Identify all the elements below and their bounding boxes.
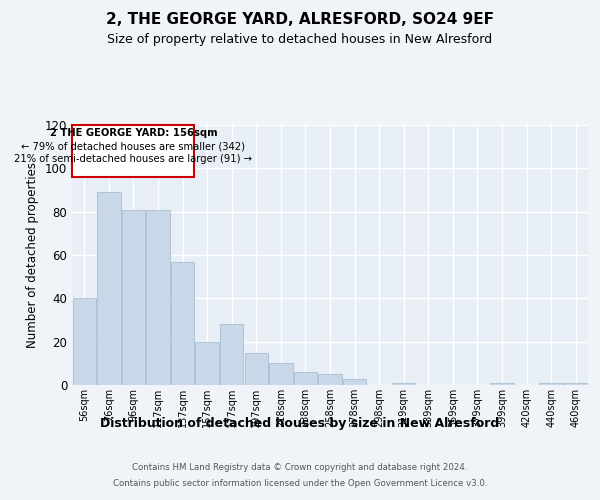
- Bar: [343, 378, 366, 385]
- Bar: [269, 364, 293, 385]
- Text: 2, THE GEORGE YARD, ALRESFORD, SO24 9EF: 2, THE GEORGE YARD, ALRESFORD, SO24 9EF: [106, 12, 494, 28]
- Text: Contains HM Land Registry data © Crown copyright and database right 2024.: Contains HM Land Registry data © Crown c…: [132, 462, 468, 471]
- Bar: [392, 383, 415, 385]
- Text: ← 79% of detached houses are smaller (342): ← 79% of detached houses are smaller (34…: [22, 141, 245, 151]
- Text: 2 THE GEORGE YARD: 156sqm: 2 THE GEORGE YARD: 156sqm: [50, 128, 217, 138]
- Bar: [294, 372, 317, 385]
- Bar: [97, 192, 121, 385]
- Bar: [171, 262, 194, 385]
- Bar: [146, 210, 170, 385]
- Bar: [122, 210, 145, 385]
- Bar: [220, 324, 244, 385]
- Bar: [490, 383, 514, 385]
- Text: Distribution of detached houses by size in New Alresford: Distribution of detached houses by size …: [100, 418, 500, 430]
- Bar: [196, 342, 219, 385]
- Text: 21% of semi-detached houses are larger (91) →: 21% of semi-detached houses are larger (…: [14, 154, 253, 164]
- Bar: [539, 383, 563, 385]
- Y-axis label: Number of detached properties: Number of detached properties: [26, 162, 39, 348]
- Text: Size of property relative to detached houses in New Alresford: Size of property relative to detached ho…: [107, 32, 493, 46]
- Bar: [73, 298, 96, 385]
- FancyBboxPatch shape: [73, 125, 194, 177]
- Bar: [564, 383, 587, 385]
- Text: Contains public sector information licensed under the Open Government Licence v3: Contains public sector information licen…: [113, 479, 487, 488]
- Bar: [319, 374, 341, 385]
- Bar: [245, 352, 268, 385]
